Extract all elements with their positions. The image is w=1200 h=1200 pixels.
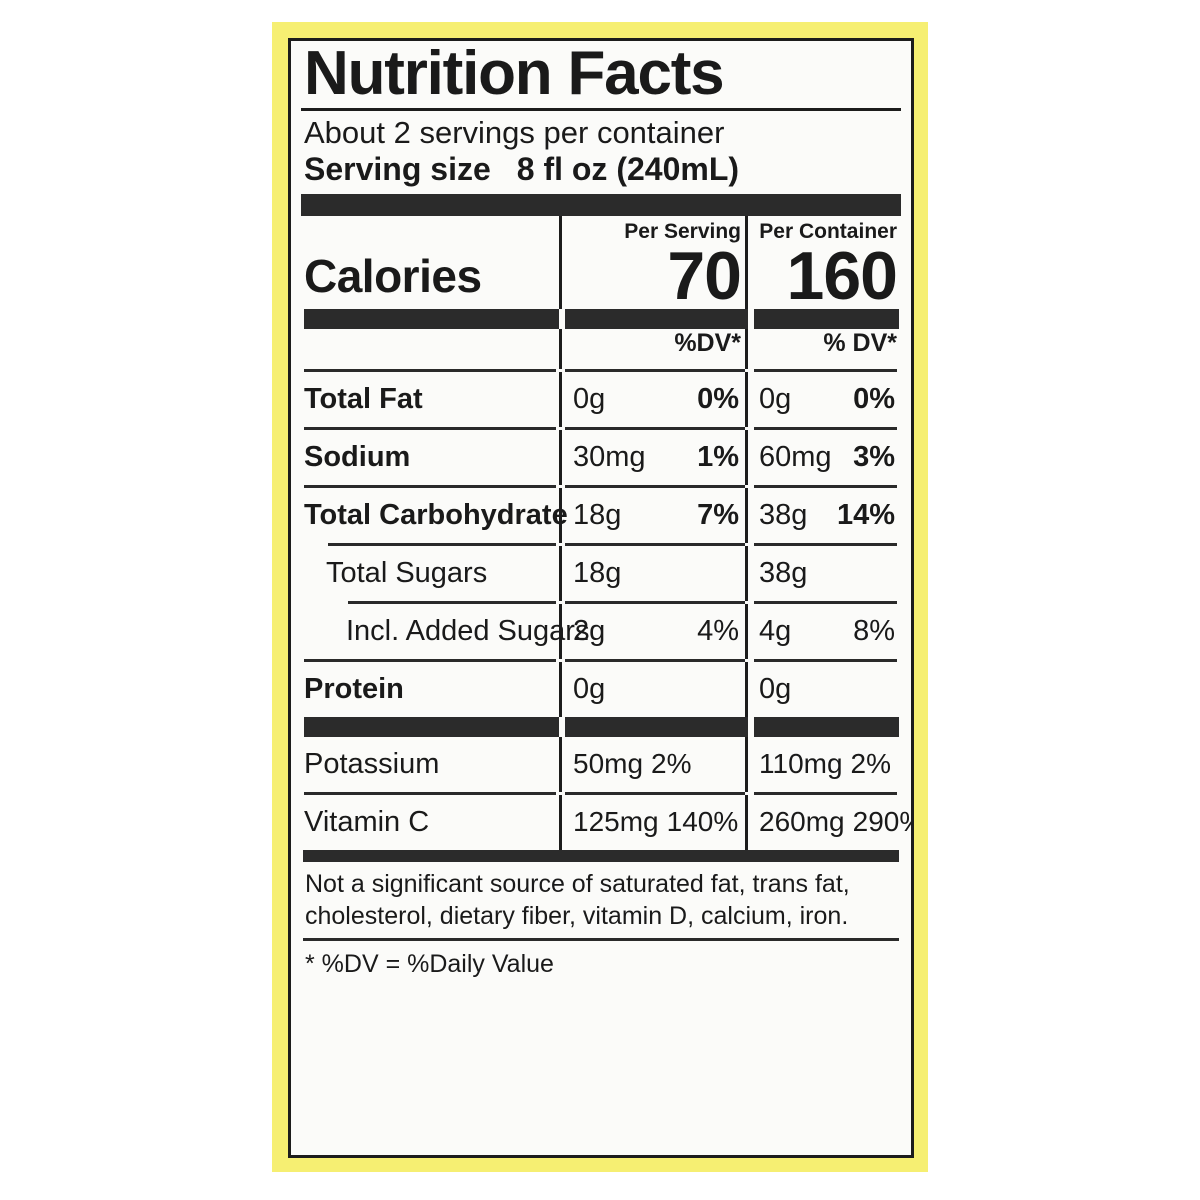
nutrient-name: Protein — [304, 672, 404, 705]
dv-caption-serving: %DV* — [674, 328, 741, 357]
nutrient-container-dv: 8% — [853, 614, 895, 647]
nutrient-container-amount: 38g — [759, 556, 808, 589]
nutrient-serving-dv: 140% — [666, 806, 739, 838]
nutrient-serving-dv: 1% — [697, 440, 739, 473]
nutrient-serving-amount: 18g — [573, 556, 622, 589]
nutrient-serving-amount: 2g — [573, 614, 606, 647]
nutrient-container-dv: 3% — [853, 440, 895, 473]
nutrient-container-amount: 0g — [759, 382, 792, 415]
nutrient-name: Total Sugars — [326, 556, 488, 589]
nutrient-container-dv: 2% — [850, 748, 892, 780]
footnote-thick-divider — [301, 849, 901, 862]
nutrition-facts-panel: Nutrition Facts About 2 servings per con… — [288, 38, 914, 1158]
footnote-divider — [303, 937, 899, 941]
nutrient-serving-dv: 7% — [697, 498, 739, 531]
nutrient-name: Vitamin C — [304, 805, 430, 838]
micronutrient-rows-group: Potassium 50mg 2% 110mg 2% Vitamin C 125mg 140%… — [301, 736, 911, 850]
row-separator — [301, 600, 901, 604]
nutrient-serving-dv: 2% — [651, 748, 692, 780]
page-title: Nutrition Facts — [304, 39, 725, 108]
nutrient-container-dv: 14% — [836, 498, 895, 531]
row-separator — [301, 368, 901, 372]
nutrient-name: Sodium — [304, 440, 411, 473]
nutrient-container-amount: 0g — [759, 672, 792, 705]
nutrient-serving-amount: 18g — [573, 498, 622, 531]
footnote-not-significant-source: Not a significant source of saturated fa… — [301, 862, 901, 932]
column-headers-row: Per Serving Per Container — [301, 216, 901, 245]
footnote-daily-value: * %DV = %Daily Value — [305, 949, 554, 978]
table-row: Protein 0g 0g — [301, 661, 901, 717]
table-row: Sodium 30mg 1% 60mg 3% — [301, 429, 901, 485]
table-row: Total Fat 0g 0% 0g 0% — [301, 371, 901, 427]
row-separator — [301, 791, 901, 795]
daily-value-caption-row: %DV* % DV* — [301, 328, 901, 369]
row-separator — [301, 484, 901, 488]
nutrient-name: Potassium — [304, 747, 440, 780]
serving-size-value: 8 fl oz (240mL) — [516, 151, 740, 188]
nutrient-container-amount: 4g — [759, 614, 792, 647]
row-separator — [301, 542, 901, 546]
calories-per-serving-value: 70 — [667, 238, 742, 315]
column-header-per-serving: Per Serving — [624, 220, 741, 244]
nutrient-serving-amount: 50mg — [573, 748, 644, 780]
nutrient-name: Incl. Added Sugars — [346, 614, 590, 647]
nutrient-container-amount: 110mg — [759, 748, 843, 780]
nutrient-serving-amount: 125mg — [573, 806, 659, 838]
nutrient-container-dv: 0% — [853, 382, 895, 415]
nutrient-container-amount: 260mg — [759, 806, 845, 838]
nutrient-name: Total Carbohydrate — [304, 498, 568, 531]
header-thick-divider — [301, 194, 901, 217]
calories-per-container-value: 160 — [786, 238, 898, 315]
micronutrients-thick-divider — [301, 716, 901, 737]
table-row: Incl. Added Sugars 2g 4% 4g 8% — [301, 603, 901, 659]
nutrient-serving-dv: 4% — [697, 614, 739, 647]
calories-row: Calories 70 160 — [301, 238, 901, 315]
nutrient-serving-dv: 0% — [697, 382, 739, 415]
column-header-per-container: Per Container — [759, 220, 897, 244]
servings-per-container: About 2 servings per container — [304, 114, 725, 150]
row-separator — [301, 426, 901, 430]
dv-caption-container: % DV* — [823, 328, 897, 357]
nutrient-serving-amount: 0g — [573, 382, 606, 415]
table-row: Potassium 50mg 2% 110mg 2% — [301, 736, 901, 792]
title-divider — [301, 107, 901, 111]
nutrient-container-amount: 38g — [759, 498, 808, 531]
row-separator — [301, 658, 901, 662]
nutrient-name: Total Fat — [304, 382, 423, 415]
footnote-line-2: cholesterol, dietary fiber, vitamin D, c… — [305, 901, 849, 930]
nutrient-rows-group: Total Fat 0g 0% 0g 0% Sodium 30mg 1% 60mg 3% Total… — [301, 371, 901, 717]
calories-thick-divider — [301, 308, 901, 329]
serving-size-line: Serving size 8 fl oz (240mL) — [304, 151, 901, 188]
nutrient-serving-amount: 0g — [573, 672, 606, 705]
dv-caption-blank — [304, 329, 559, 358]
footnote-line-1: Not a significant source of saturated fa… — [305, 869, 850, 898]
table-row: Total Carbohydrate 18g 7% 38g 14% — [301, 487, 901, 543]
nutrition-facts-table: Nutrition Facts About 2 servings per con… — [301, 39, 911, 1155]
table-row: Total Sugars 18g 38g — [301, 545, 901, 601]
nutrient-container-dv: 290% — [852, 806, 911, 838]
serving-size-label: Serving size — [304, 151, 491, 188]
calories-label: Calories — [304, 249, 482, 302]
nutrient-container-amount: 60mg — [759, 440, 832, 473]
nutrient-serving-amount: 30mg — [573, 440, 646, 473]
